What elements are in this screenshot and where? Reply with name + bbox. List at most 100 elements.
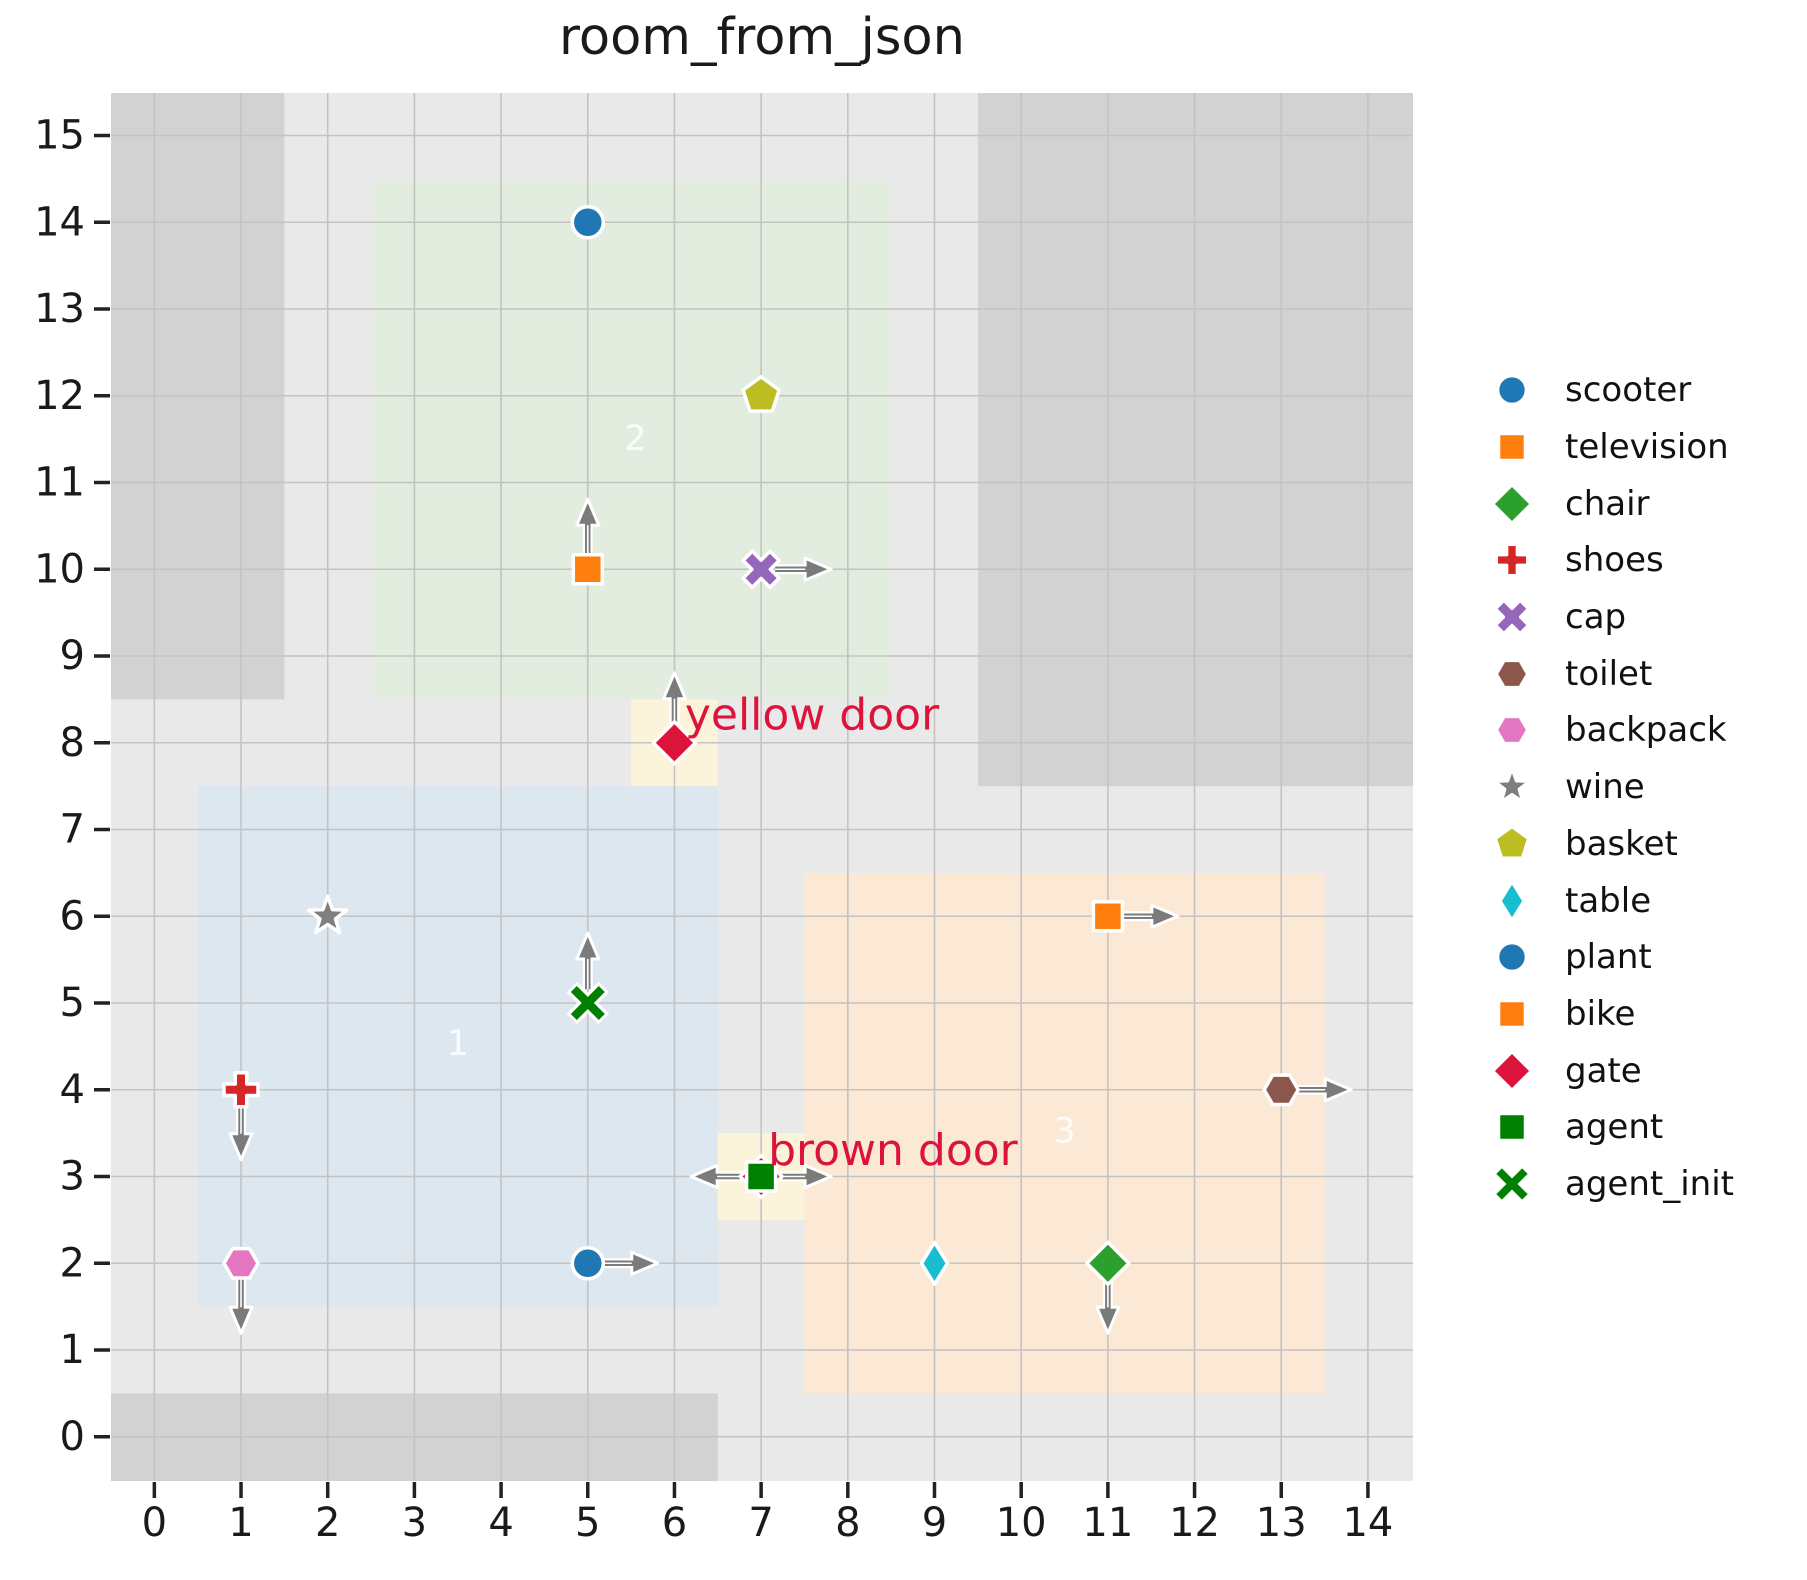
marker-shape [222, 1071, 260, 1109]
x-tick-label: 11 [1082, 1500, 1133, 1546]
arrow-up [575, 931, 601, 990]
legend-label: scooter [1565, 370, 1692, 411]
legend-label: bike [1565, 993, 1636, 1034]
agent_init-legend-marker-icon [1492, 1164, 1532, 1204]
y-tick-label: 15 [34, 113, 85, 159]
legend-label: plant [1565, 937, 1652, 978]
legend-label: toilet [1565, 653, 1653, 694]
x-tick-label: 7 [748, 1500, 773, 1546]
legend-item-shoes: shoes [1489, 532, 1734, 589]
y-tick-label: 0 [60, 1414, 85, 1460]
wine-legend-marker-icon [1492, 767, 1532, 804]
arrow-up [575, 497, 601, 556]
legend-label: agent_init [1565, 1163, 1734, 1204]
room-1-region [197, 786, 718, 1307]
toilet-legend-marker-icon [1494, 658, 1530, 689]
legend-label: television [1565, 427, 1729, 468]
marker-bike [1091, 900, 1125, 933]
marker-toilet [1262, 1073, 1300, 1107]
y-tick-label: 8 [60, 720, 85, 766]
legend-item-bike: bike [1489, 986, 1734, 1043]
legend-item-basket: basket [1489, 816, 1734, 873]
legend-item-chair: chair [1489, 475, 1734, 532]
x-tick-label: 3 [402, 1500, 427, 1546]
marker-shape [1497, 1112, 1527, 1143]
y-tick-label: 9 [60, 633, 85, 679]
scooter-legend-marker-icon [1496, 374, 1528, 407]
legend-label: shoes [1565, 540, 1664, 581]
marker-wine [306, 894, 349, 935]
legend: scooter television chair shoes cap toilet back… [1489, 362, 1734, 1212]
legend-item-backpack: backpack [1489, 702, 1734, 759]
shoes-legend-marker-icon [1494, 543, 1530, 578]
marker-cap [741, 549, 781, 590]
wall-top-right [977, 93, 1413, 787]
x-tick-label: 0 [142, 1500, 167, 1546]
y-tick-label: 10 [34, 546, 85, 592]
marker-shape [741, 549, 781, 590]
marker-shape [1491, 1049, 1533, 1092]
legend-label: table [1565, 880, 1652, 921]
marker-shape [570, 985, 605, 1021]
arrow-down [228, 1103, 254, 1162]
marker-basket [741, 375, 781, 413]
room-2-label: 2 [624, 419, 646, 459]
marker-shape [570, 1246, 606, 1281]
marker-shape [571, 553, 605, 586]
marker-shape [1497, 998, 1527, 1029]
television-legend-marker-icon [1497, 432, 1527, 462]
marker-shape [1496, 374, 1528, 407]
y-tick-label: 5 [60, 980, 85, 1026]
marker-shape [1494, 543, 1530, 578]
y-tick-label: 11 [34, 460, 85, 506]
marker-television [571, 553, 605, 586]
marker-shape [1498, 879, 1526, 922]
legend-label: cap [1565, 597, 1627, 638]
marker-shoes [222, 1071, 260, 1109]
marker-scooter [570, 205, 606, 240]
door-label-brown-door: brown door [768, 1125, 1019, 1176]
door-label-yellow-door: yellow door [685, 689, 940, 740]
marker-plant [570, 1246, 606, 1281]
legend-label: chair [1565, 483, 1650, 524]
legend-label: basket [1565, 823, 1678, 864]
legend-item-television: television [1489, 419, 1734, 476]
legend-item-agent: agent [1489, 1099, 1734, 1156]
legend-item-cap: cap [1489, 589, 1734, 646]
marker-gate-yellow [651, 720, 698, 766]
x-tick-label: 14 [1342, 1500, 1393, 1546]
y-tick-label: 4 [60, 1067, 85, 1113]
room-3-label: 3 [1053, 1111, 1075, 1151]
table-legend-marker-icon [1498, 879, 1526, 922]
marker-agent [744, 1160, 778, 1193]
legend-item-table: table [1489, 872, 1734, 929]
marker-shape [1493, 598, 1531, 636]
arrow-down [228, 1277, 254, 1335]
marker-shape [1496, 941, 1528, 974]
x-tick-label: 12 [1169, 1500, 1220, 1546]
marker-shape [570, 205, 606, 240]
legend-item-agent_init: agent_init [1489, 1156, 1734, 1213]
gate-legend-marker-icon [1491, 1049, 1533, 1092]
marker-shape [1085, 1240, 1131, 1287]
bike-legend-marker-icon [1497, 998, 1527, 1029]
marker-shape [1496, 1168, 1528, 1200]
chair-legend-marker-icon [1491, 482, 1533, 525]
cap-legend-marker-icon [1493, 598, 1531, 636]
y-tick-label: 14 [34, 199, 85, 245]
chart-title: room_from_json [559, 8, 965, 67]
marker-shape [1491, 482, 1533, 525]
marker-shape [1493, 824, 1531, 860]
marker-shape [1494, 715, 1530, 746]
backpack-legend-marker-icon [1494, 715, 1530, 746]
y-tick-label: 3 [60, 1154, 85, 1200]
basket-legend-marker-icon [1493, 824, 1531, 860]
x-tick-label: 9 [922, 1500, 947, 1546]
arrow-right [601, 1250, 660, 1276]
y-tick-label: 12 [34, 373, 85, 419]
plant-legend-marker-icon [1496, 941, 1528, 974]
x-tick-label: 13 [1256, 1500, 1307, 1546]
legend-item-toilet: toilet [1489, 645, 1734, 702]
x-tick-label: 8 [835, 1500, 860, 1546]
